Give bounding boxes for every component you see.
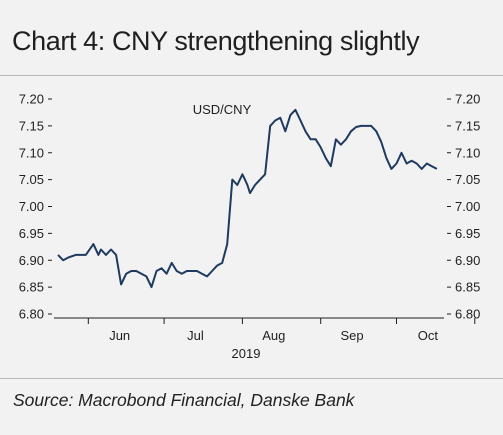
y-tick-label-right: 6.90 — [455, 253, 480, 268]
y-tick-label-right: 7.20 — [455, 92, 480, 107]
y-tick-label-left: 7.20 — [19, 92, 44, 107]
y-tick-label-left: 7.00 — [19, 199, 44, 214]
y-tick-label-right: 6.95 — [455, 226, 480, 241]
x-tick-label: Jun — [109, 328, 130, 343]
y-tick-label-right: 6.80 — [455, 307, 480, 322]
x-tick-label: Oct — [418, 328, 439, 343]
x-tick-label: Aug — [262, 328, 285, 343]
chart-title: Chart 4: CNY strengthening slightly — [12, 26, 420, 56]
x-tick-label: Jul — [187, 328, 204, 343]
y-tick-label-left: 7.15 — [19, 118, 44, 133]
bottom-divider — [0, 378, 503, 379]
x-axis: Jun Jul Aug Sep Oct — [87, 318, 476, 343]
y-tick-label-left: 6.85 — [19, 280, 44, 295]
y-tick-label-left: 6.90 — [19, 253, 44, 268]
source-note: Source: Macrobond Financial, Danske Bank — [13, 390, 355, 410]
y-tick-label-right: 7.10 — [455, 145, 480, 160]
x-axis-year-label: 2019 — [232, 346, 261, 361]
y-tick-label-right: 7.00 — [455, 199, 480, 214]
top-divider — [0, 75, 503, 76]
chart-plot: 7.20 7.15 7.10 7.05 7.00 6.95 6.90 6.85 6.80 7.2… — [19, 92, 481, 362]
y-axis-left: 7.20 7.15 7.10 7.05 7.00 6.95 6.90 6.85 6.80 — [19, 92, 52, 322]
series-line-usdcny — [57, 108, 438, 289]
y-tick-label-right: 7.05 — [455, 172, 480, 187]
y-tick-label-right: 6.85 — [455, 280, 480, 295]
y-tick-label-left: 7.10 — [19, 145, 44, 160]
legend-label-usdcny: USD/CNY — [193, 102, 252, 117]
y-tick-label-left: 6.95 — [19, 226, 44, 241]
y-tick-label-left: 6.80 — [19, 307, 44, 322]
y-tick-label-right: 7.15 — [455, 118, 480, 133]
y-axis-right: 7.20 7.15 7.10 7.05 7.00 6.95 6.90 6.85 6.80 — [447, 92, 480, 322]
x-tick-label: Sep — [340, 328, 363, 343]
y-tick-label-left: 7.05 — [19, 172, 44, 187]
